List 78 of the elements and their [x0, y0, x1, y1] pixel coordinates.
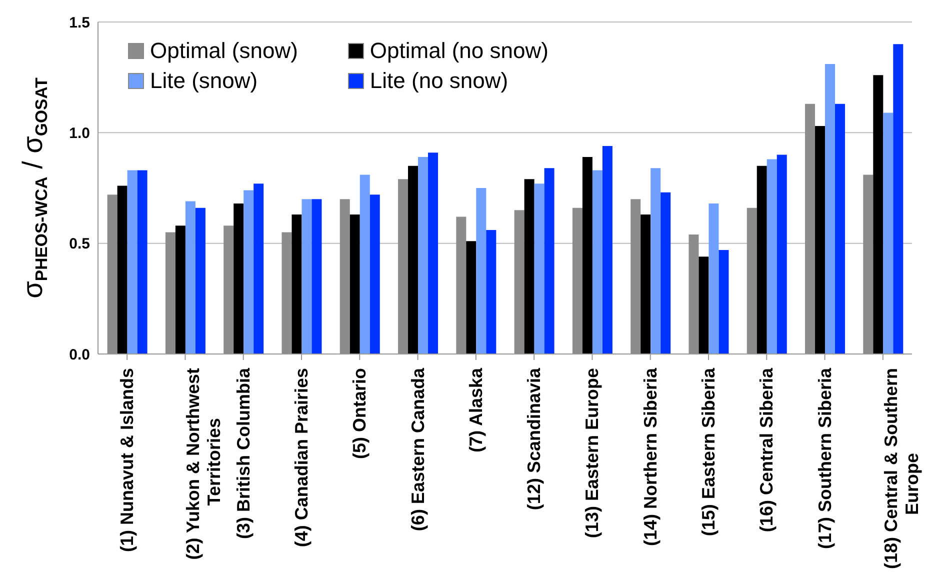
bar: [302, 199, 312, 354]
legend-label: Optimal (no snow): [370, 38, 548, 64]
bar: [117, 186, 128, 354]
bar: [175, 226, 186, 354]
x-tick-label: (1) Nunavut & Islands: [117, 368, 138, 552]
legend-label: Lite (no snow): [370, 68, 508, 94]
bar: [137, 170, 148, 354]
x-tick-label: (13) Eastern Europe: [582, 368, 602, 538]
bar: [825, 64, 836, 354]
bar: [688, 234, 699, 354]
x-tick-label: (5) Ontario: [350, 368, 370, 460]
bar: [660, 192, 671, 354]
bar: [698, 256, 709, 354]
bar: [107, 194, 118, 354]
bar: [708, 203, 719, 354]
bar: [312, 199, 322, 354]
bar: [370, 194, 380, 354]
bar: [718, 250, 729, 354]
bar: [254, 184, 264, 354]
x-tick-label: (12) Scandinavia: [524, 367, 544, 510]
x-tick-label: (7) Alaska: [466, 367, 486, 452]
y-tick-label: 0.0: [69, 346, 90, 364]
x-tick-label: (17) Southern Siberia: [814, 367, 835, 550]
bar: [127, 170, 138, 354]
bar: [408, 166, 418, 354]
x-tick-label: (4) Canadian Prairies: [292, 368, 312, 548]
bar: [592, 170, 602, 354]
bar: [234, 203, 244, 354]
bar: [244, 190, 254, 354]
bar: [514, 210, 524, 354]
bar: [360, 174, 370, 354]
y-tick-label: 1.0: [69, 124, 90, 142]
legend-label: Optimal (snow): [150, 38, 298, 64]
bar: [766, 159, 777, 354]
bar: [582, 157, 592, 354]
bar: [350, 214, 360, 354]
bar: [195, 208, 206, 354]
x-tick-label: (3) British Columbia: [233, 367, 254, 540]
bar: [805, 104, 816, 354]
bar: [746, 208, 757, 354]
bar: [835, 104, 846, 354]
x-tick-label: (18) Central & Southern Europe: [880, 368, 922, 570]
bar: [165, 232, 176, 354]
y-tick-label: 0.5: [69, 236, 90, 253]
y-tick-label: 1.5: [69, 14, 90, 32]
bar: [602, 146, 612, 354]
bar: [863, 174, 874, 354]
bar: [282, 232, 292, 354]
bar: [456, 216, 466, 354]
bar: [630, 199, 641, 354]
bar: [466, 241, 476, 354]
bar: [776, 154, 787, 354]
bar: [524, 179, 534, 354]
bar: [292, 214, 302, 354]
bar: [534, 184, 544, 354]
bar: [398, 179, 408, 354]
bar: [815, 126, 826, 354]
bar: [883, 112, 894, 354]
bar: [428, 152, 438, 354]
bar: [486, 230, 496, 354]
bar: [185, 201, 196, 354]
bar: [572, 208, 582, 354]
bar: [340, 199, 350, 354]
x-tick-label: (16) Central Siberia: [756, 367, 777, 532]
x-tick-label: (15) Eastern Siberia: [698, 367, 718, 536]
bar: [893, 44, 904, 354]
bar: [640, 214, 651, 354]
x-tick-label: (6) Eastern Canada: [408, 367, 428, 532]
bar: [224, 226, 234, 354]
bar: [873, 75, 884, 354]
bar: [418, 157, 428, 354]
x-tick-label: (14) Northern Siberia: [640, 367, 660, 546]
bar: [476, 188, 486, 354]
x-tick-label: (2) Yukon & Northwest Territories: [183, 368, 224, 560]
bar: [544, 168, 554, 354]
legend-label: Lite (snow): [150, 68, 258, 94]
bar: [650, 168, 661, 354]
bar: [756, 166, 767, 354]
